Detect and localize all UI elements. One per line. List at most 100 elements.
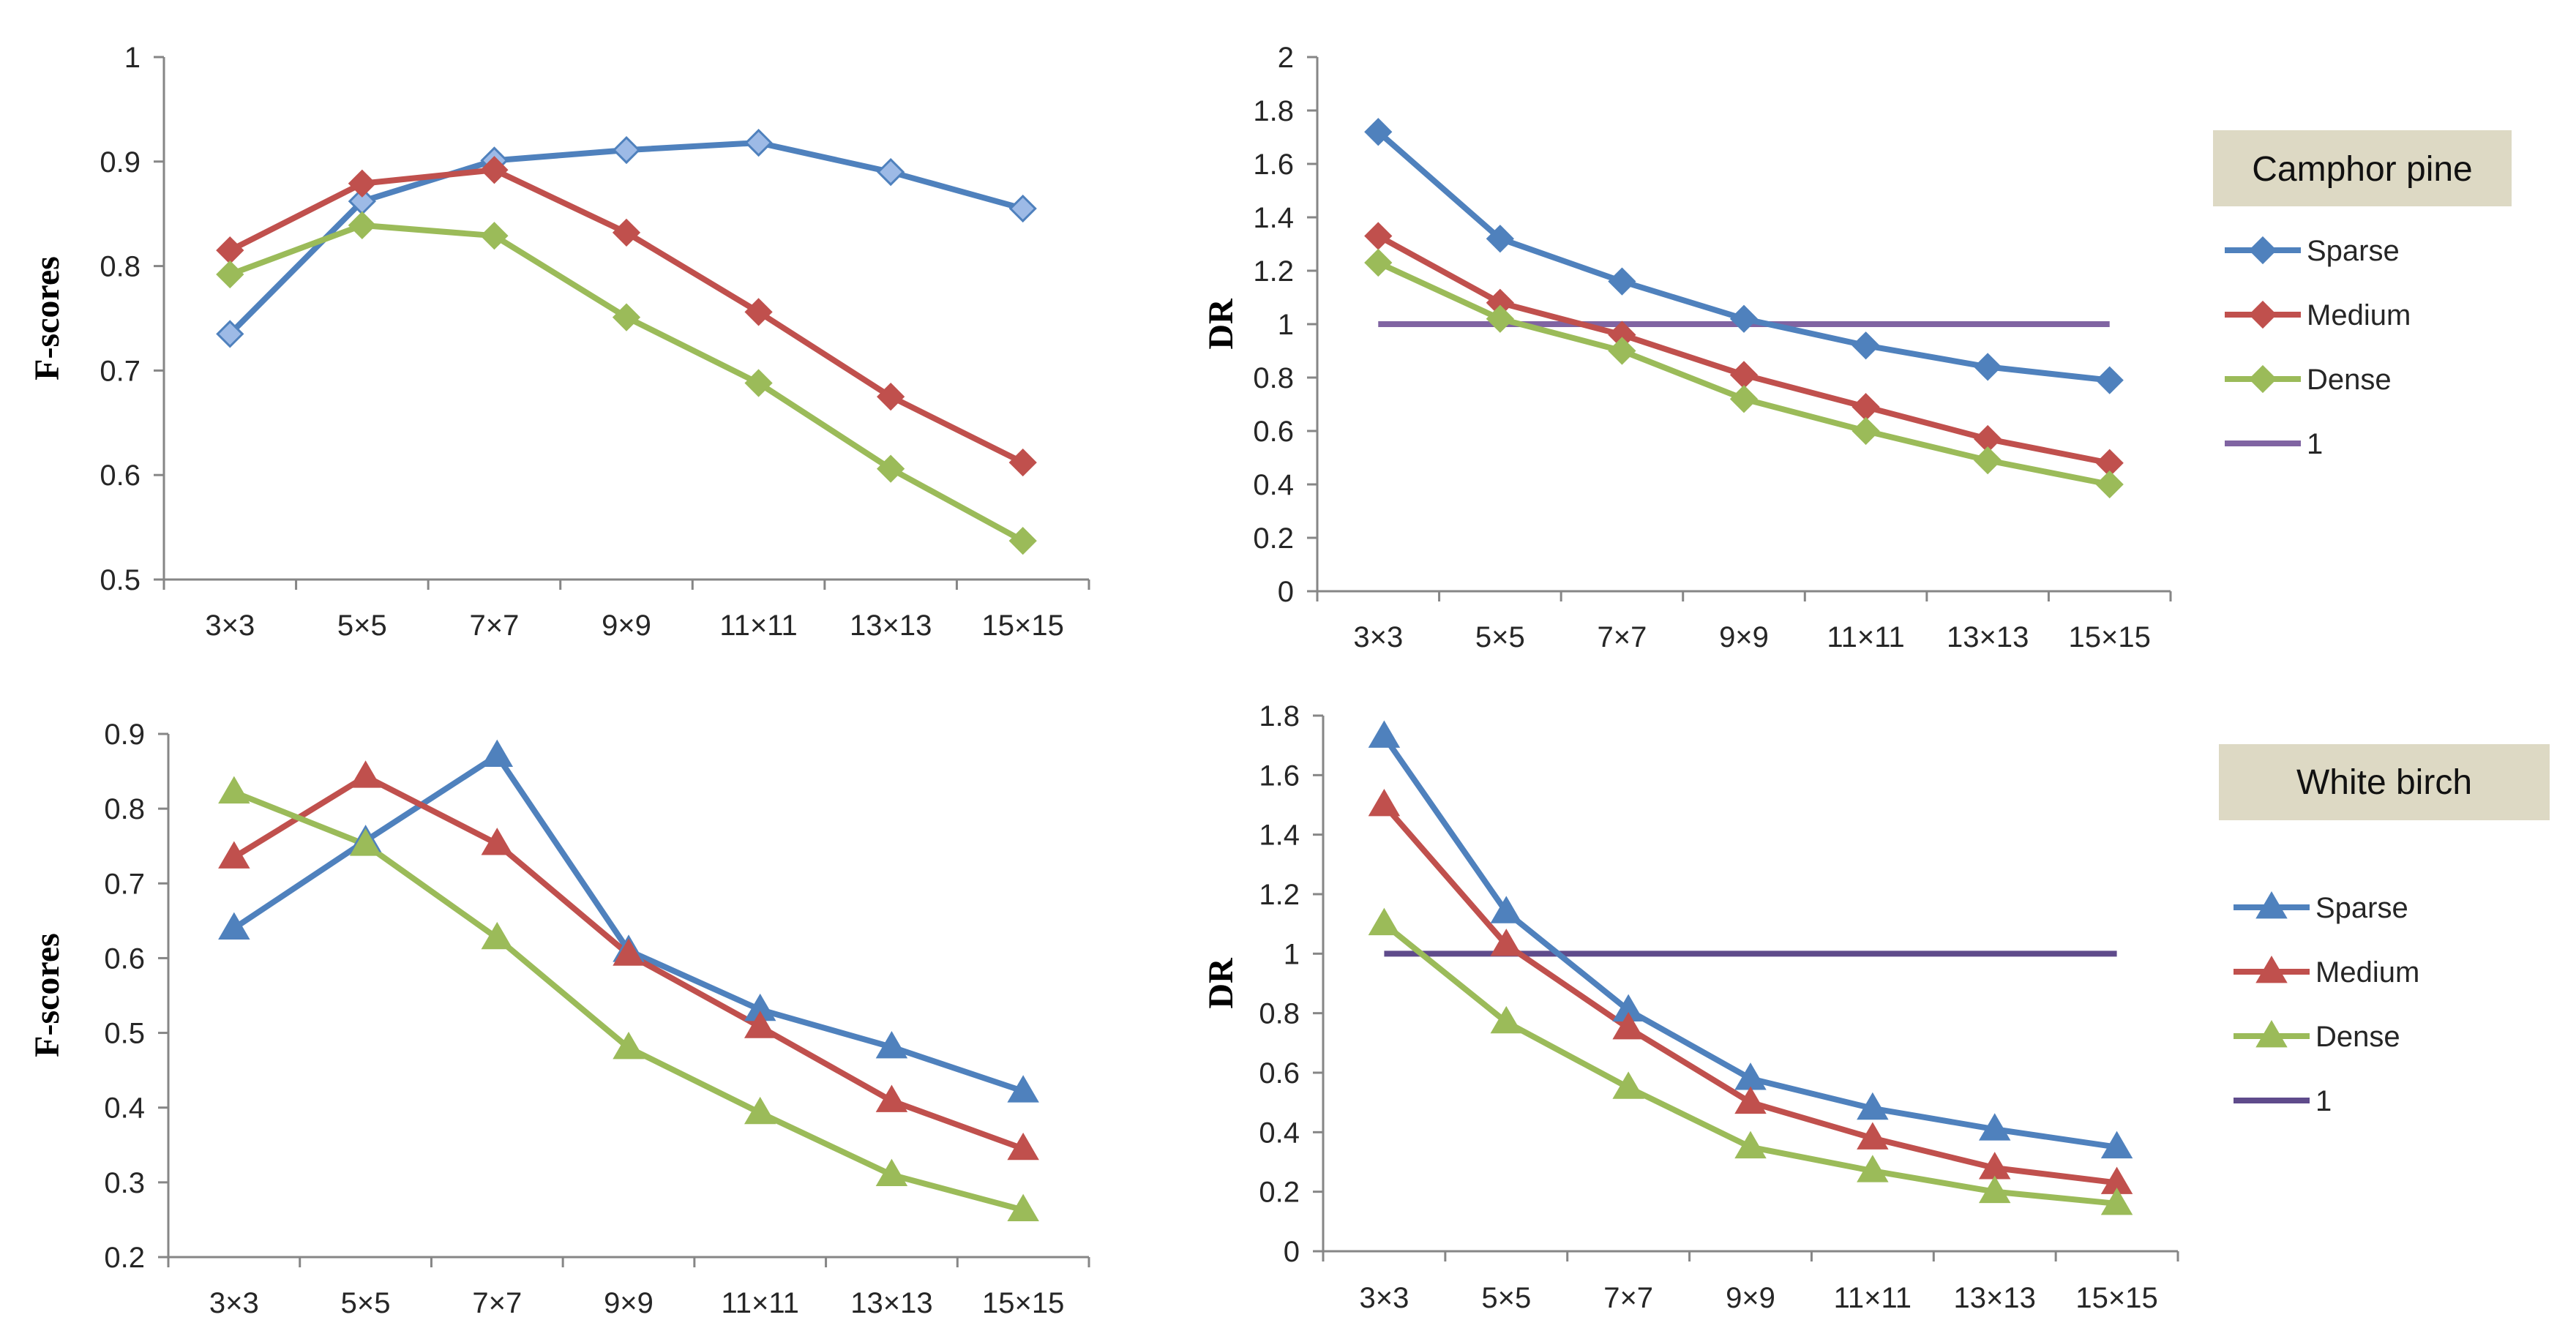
x-tick-label: 3×3: [1359, 1282, 1409, 1314]
data-point-sparse: [1978, 1113, 2011, 1141]
y-tick-label: 0.7: [104, 868, 145, 900]
y-tick-label: 2: [1278, 42, 1294, 74]
legend-bottom: Sparse Medium Dense 1: [2234, 891, 2419, 1117]
legend-swatch-marker: [2248, 236, 2277, 265]
data-point-dense: [612, 303, 641, 331]
data-point-medium: [1364, 222, 1393, 250]
data-point-dense: [1007, 1193, 1039, 1222]
y-tick-label: 0.8: [1253, 362, 1294, 394]
data-point-dense: [1857, 1155, 1889, 1182]
y-tick-label: 0.4: [104, 1092, 145, 1125]
x-tick-label: 15×15: [2069, 621, 2151, 653]
data-point-medium: [1490, 929, 1523, 956]
x-tick-label: 15×15: [982, 610, 1064, 642]
y-tick-label: 1.8: [1253, 95, 1294, 127]
x-tick-label: 13×13: [1954, 1282, 2036, 1314]
x-tick-label: 13×13: [850, 1287, 932, 1319]
legend-item-medium: Medium: [2225, 299, 2411, 331]
y-tick-label: 0.3: [104, 1167, 145, 1199]
x-tick-label: 11×11: [722, 1287, 799, 1319]
data-point-sparse: [1852, 331, 1880, 360]
y-tick-label: 0.6: [100, 460, 141, 492]
legend-top: Sparse Medium Dense 1: [2225, 235, 2411, 460]
legend-swatch-marker: [2255, 956, 2288, 983]
data-point-medium: [349, 760, 382, 788]
x-tick-label: 9×9: [604, 1287, 654, 1319]
data-point-dense: [349, 828, 382, 856]
data-point-sparse: [1008, 194, 1037, 223]
legend-label: Dense: [2315, 1021, 2400, 1053]
legend-swatch-marker: [2255, 1020, 2288, 1048]
data-point-dense: [744, 1096, 776, 1125]
y-axis-title: F-scores: [28, 256, 67, 380]
x-tick-label: 5×5: [1481, 1282, 1531, 1314]
x-tick-label: 3×3: [1353, 621, 1403, 653]
y-tick-label: 0.6: [1259, 1057, 1300, 1090]
data-point-sparse: [1490, 896, 1523, 923]
legend-item-dense: Dense: [2225, 364, 2392, 396]
y-tick-label: 0.2: [1259, 1177, 1300, 1209]
legend-item-medium: Medium: [2234, 956, 2419, 989]
y-tick-label: 1.8: [1259, 700, 1300, 732]
data-point-dense: [1729, 385, 1759, 413]
data-point-medium: [1368, 789, 1401, 817]
x-tick-label: 11×11: [1827, 621, 1904, 653]
x-tick-label: 7×7: [1603, 1282, 1653, 1314]
y-tick-label: 0.6: [1253, 416, 1294, 448]
legend-swatch-marker: [2255, 891, 2288, 919]
series-line-dense: [228, 222, 1025, 544]
y-tick-label: 1: [1284, 938, 1300, 970]
data-point-sparse: [2100, 1131, 2133, 1159]
data-point-medium: [613, 938, 645, 966]
data-point-medium: [481, 828, 514, 855]
x-tick-label: 5×5: [337, 610, 387, 642]
x-tick-label: 9×9: [1726, 1282, 1775, 1314]
legend-swatch-marker: [2248, 364, 2277, 394]
y-tick-label: 0: [1278, 576, 1294, 608]
y-tick-label: 1.2: [1253, 255, 1294, 288]
y-tick-label: 0.4: [1253, 469, 1294, 501]
x-tick-label: 7×7: [1597, 621, 1647, 653]
species-text: Camphor pine: [2252, 150, 2473, 189]
data-point-medium: [875, 1084, 908, 1112]
data-point-dense: [1490, 1005, 1523, 1034]
data-point-dense: [216, 260, 244, 289]
species-box: [2219, 744, 2550, 820]
legend-label: Medium: [2315, 956, 2419, 989]
series-line-medium: [1377, 233, 2111, 466]
data-point-medium: [1852, 393, 1880, 421]
data-point-sparse: [2095, 366, 2124, 394]
data-point-medium: [744, 298, 773, 326]
data-point-sparse: [877, 157, 905, 187]
x-tick-label: 3×3: [205, 610, 255, 642]
y-tick-label: 1.6: [1253, 149, 1294, 181]
legend-item-dense: Dense: [2234, 1020, 2400, 1053]
data-point-sparse: [218, 912, 250, 940]
y-tick-label: 0.2: [104, 1242, 145, 1274]
data-point-dense: [1008, 527, 1037, 555]
x-tick-label: 7×7: [472, 1287, 522, 1319]
y-tick-label: 0.8: [1259, 998, 1300, 1030]
x-tick-label: 11×11: [719, 610, 797, 642]
species-text: White birch: [2296, 763, 2472, 802]
y-tick-label: 1.4: [1253, 202, 1294, 234]
y-tick-label: 0.5: [104, 1018, 145, 1050]
data-point-sparse: [1729, 304, 1759, 333]
data-point-sparse: [612, 135, 641, 165]
legend-label: Sparse: [2315, 892, 2408, 924]
x-tick-label: 13×13: [1947, 621, 2029, 653]
x-tick-label: 9×9: [1719, 621, 1769, 653]
data-point-dense: [1608, 337, 1636, 365]
legend-label: 1: [2315, 1085, 2332, 1117]
data-point-dense: [613, 1032, 645, 1060]
y-tick-label: 0.8: [100, 251, 141, 283]
data-point-medium: [218, 841, 250, 869]
legend-item-sparse: Sparse: [2225, 235, 2400, 267]
data-point-medium: [877, 382, 905, 411]
y-axis-title: F-scores: [28, 933, 67, 1057]
data-point-dense: [218, 776, 250, 804]
legend-label: Sparse: [2307, 235, 2400, 267]
data-point-dense: [2100, 1187, 2133, 1215]
data-point-medium: [1008, 448, 1037, 477]
